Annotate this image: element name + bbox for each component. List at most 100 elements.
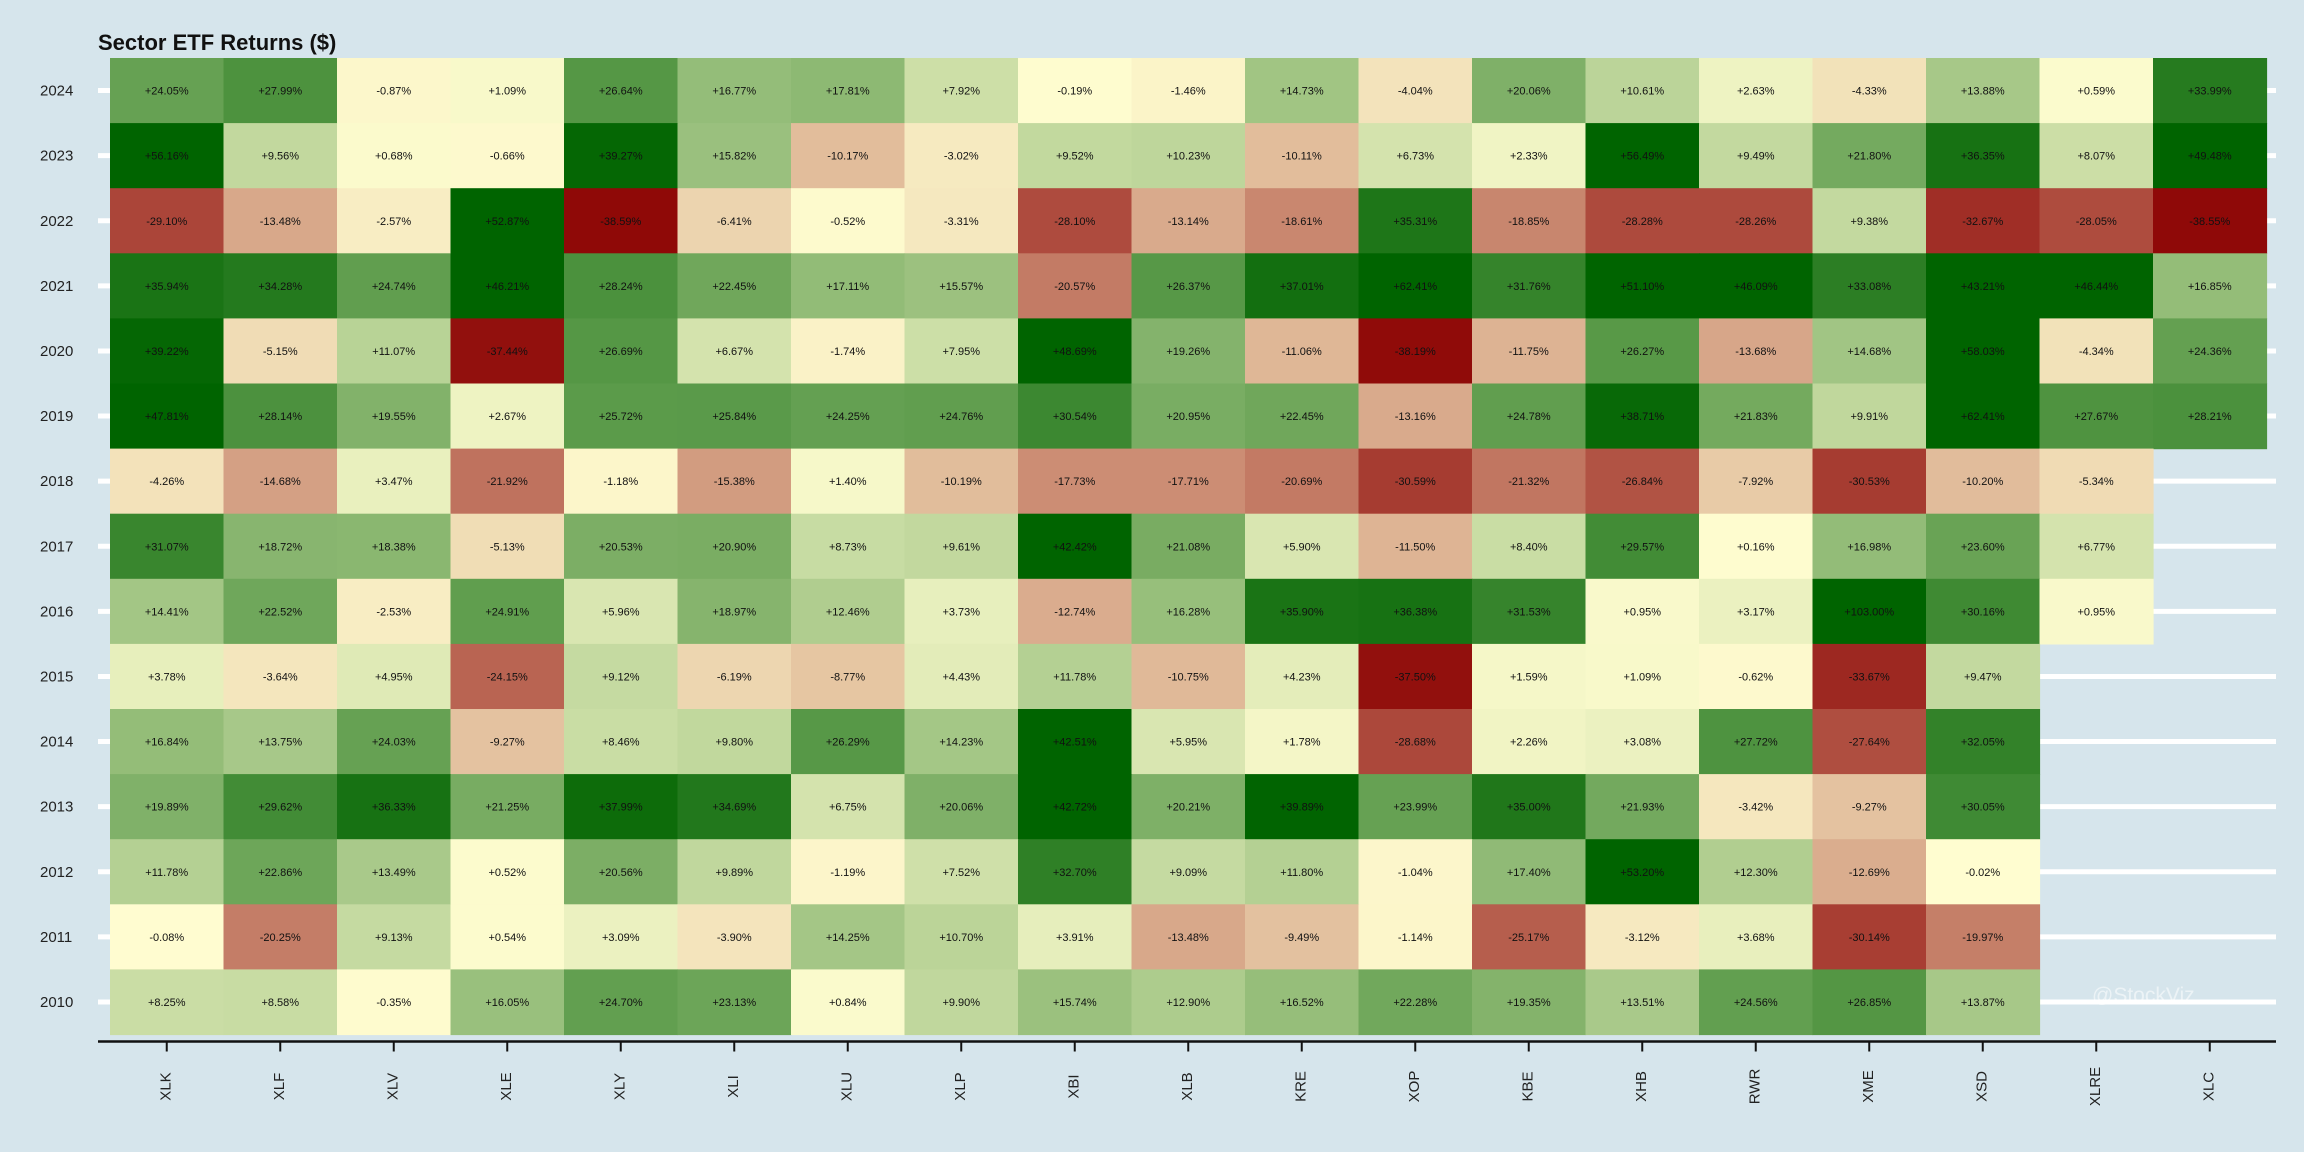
heatmap-cell xyxy=(223,188,338,254)
heatmap-cell xyxy=(450,643,565,710)
cell-value-label: +10.70% xyxy=(939,932,983,944)
cell-value-label: +21.08% xyxy=(1166,541,1210,553)
heatmap-cell xyxy=(791,253,906,319)
heatmap-cell xyxy=(564,904,679,970)
heatmap-cell xyxy=(904,969,1019,1036)
heatmap-cell xyxy=(450,969,565,1036)
x-tick-label: XLI xyxy=(725,1075,742,1098)
heatmap-cell xyxy=(1472,448,1587,515)
cell-value-label: +3.09% xyxy=(602,932,640,944)
heatmap-cell xyxy=(1472,839,1587,905)
cell-value-label: +9.52% xyxy=(1056,151,1094,163)
heatmap-cell xyxy=(110,904,225,970)
cell-value-label: +15.74% xyxy=(1053,997,1097,1009)
cell-value-label: +13.51% xyxy=(1620,997,1664,1009)
y-tick-label: 2024 xyxy=(40,83,73,100)
heatmap-cell xyxy=(337,513,452,580)
heatmap-cell xyxy=(677,188,792,254)
cell-value-label: +0.54% xyxy=(488,932,526,944)
heatmap-cell xyxy=(337,904,452,970)
cell-value-label: +8.25% xyxy=(148,997,186,1009)
heatmap-cell xyxy=(223,839,338,905)
cell-value-label: +39.89% xyxy=(1280,802,1324,814)
heatmap-cell xyxy=(337,578,452,645)
heatmap-cell xyxy=(1812,969,1927,1036)
cell-value-label: -3.02% xyxy=(944,151,979,163)
heatmap-cell xyxy=(1358,839,1473,905)
cell-value-label: +29.57% xyxy=(1620,541,1664,553)
cell-value-label: +21.80% xyxy=(1847,151,1891,163)
cell-value-label: -0.62% xyxy=(1738,671,1773,683)
y-tick-label: 2018 xyxy=(40,473,73,490)
x-tick-label: KRE xyxy=(1293,1071,1310,1102)
heatmap-cell xyxy=(1245,839,1360,905)
heatmap-cell xyxy=(1812,448,1927,515)
heatmap-cell xyxy=(904,904,1019,970)
heatmap-cell xyxy=(1585,253,1700,319)
cell-value-label: +16.05% xyxy=(485,997,529,1009)
heatmap-cell xyxy=(677,123,792,189)
heatmap-cell xyxy=(1585,578,1700,645)
cell-value-label: +16.85% xyxy=(2188,281,2232,293)
heatmap-cell xyxy=(1472,58,1587,124)
heatmap-cell xyxy=(223,58,338,124)
heatmap-cell xyxy=(1018,774,1133,840)
heatmap-cell xyxy=(1585,383,1700,450)
x-tick-label: XLB xyxy=(1179,1072,1196,1100)
heatmap-cell xyxy=(1245,448,1360,515)
heatmap-cell xyxy=(223,578,338,645)
cell-value-label: +9.12% xyxy=(602,671,640,683)
heatmap-cell xyxy=(904,578,1019,645)
cell-value-label: +22.45% xyxy=(1280,411,1324,423)
cell-value-label: -0.35% xyxy=(376,997,411,1009)
cell-value-label: -17.73% xyxy=(1054,476,1095,488)
heatmap-cell xyxy=(791,58,906,124)
cell-value-label: +0.68% xyxy=(375,151,413,163)
cell-value-label: -5.34% xyxy=(2079,476,2114,488)
heatmap-cell xyxy=(450,578,565,645)
heatmap-cell xyxy=(904,123,1019,189)
cell-value-label: +1.09% xyxy=(488,86,526,98)
heatmap-cell xyxy=(1472,774,1587,840)
heatmap-cell xyxy=(1472,643,1587,710)
cell-value-label: +13.49% xyxy=(372,867,416,879)
heatmap-cell xyxy=(1131,643,1246,710)
cell-value-label: -11.06% xyxy=(1282,346,1322,358)
cell-value-label: +11.07% xyxy=(372,346,415,358)
cell-value-label: +16.52% xyxy=(1280,997,1324,1009)
cell-value-label: -37.50% xyxy=(1395,671,1436,683)
heatmap-cell xyxy=(1358,318,1473,385)
heatmap-cell xyxy=(1699,513,1814,580)
heatmap-cell xyxy=(223,774,338,840)
cell-value-label: +14.41% xyxy=(145,606,189,618)
heatmap-cell xyxy=(1358,58,1473,124)
heatmap-cell xyxy=(1699,448,1814,515)
cell-value-label: +30.54% xyxy=(1053,411,1097,423)
heatmap-cell xyxy=(223,383,338,450)
heatmap-cell xyxy=(1812,643,1927,710)
cell-value-label: +21.83% xyxy=(1734,411,1778,423)
heatmap-cell xyxy=(1018,58,1133,124)
heatmap-cell xyxy=(2039,123,2154,189)
cell-value-label: +31.76% xyxy=(1507,281,1551,293)
cell-value-label: -7.92% xyxy=(1738,476,1773,488)
heatmap-cell xyxy=(1245,253,1360,319)
cell-value-label: +21.93% xyxy=(1620,802,1664,814)
heatmap-cell xyxy=(2039,578,2154,645)
cell-value-label: -28.68% xyxy=(1395,737,1436,749)
cell-value-label: -2.53% xyxy=(376,606,411,618)
cell-value-label: +23.60% xyxy=(1961,541,2005,553)
cell-value-label: -13.48% xyxy=(1168,932,1209,944)
cell-value-label: +6.75% xyxy=(829,802,867,814)
cell-value-label: +31.53% xyxy=(1507,606,1551,618)
heatmap-cell xyxy=(1926,904,2041,970)
heatmap-cell xyxy=(1812,58,1927,124)
x-tick-label: XLE xyxy=(498,1072,515,1100)
cell-value-label: -37.44% xyxy=(487,346,528,358)
cell-value-label: -38.59% xyxy=(600,216,641,228)
cell-value-label: +28.14% xyxy=(258,411,302,423)
cell-value-label: -4.34% xyxy=(2079,346,2114,358)
y-tick-label: 2017 xyxy=(40,538,73,555)
heatmap-cell xyxy=(1699,969,1814,1036)
heatmap-cell xyxy=(450,188,565,254)
